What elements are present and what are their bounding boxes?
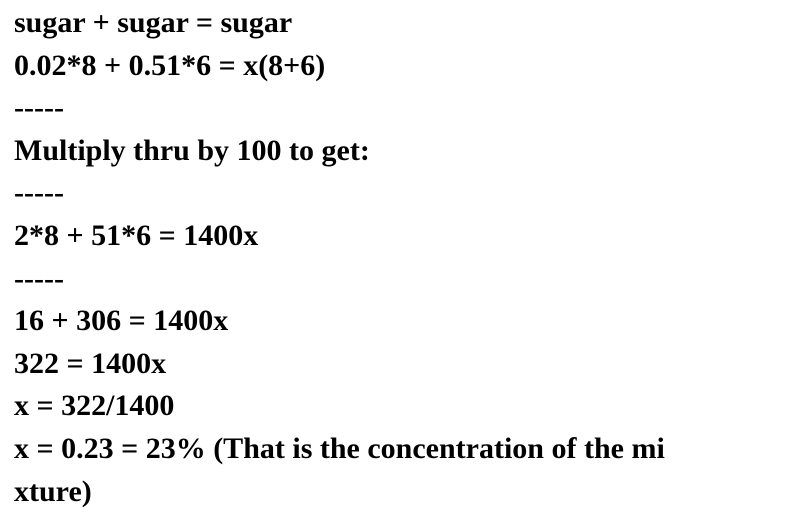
line-result-a: x = 0.23 = 23% (That is the concentratio… <box>14 428 786 471</box>
line-result-b: xture) <box>14 471 786 514</box>
divider-2: ----- <box>14 172 786 215</box>
line-simplified: 322 = 1400x <box>14 343 786 386</box>
line-sum: 16 + 306 = 1400x <box>14 300 786 343</box>
math-solution-text: sugar + sugar = sugar 0.02*8 + 0.51*6 = … <box>0 0 800 523</box>
divider-1: ----- <box>14 87 786 130</box>
line-multiplied: 2*8 + 51*6 = 1400x <box>14 215 786 258</box>
line-instruction: Multiply thru by 100 to get: <box>14 130 786 173</box>
divider-3: ----- <box>14 258 786 301</box>
line-equation-values: 0.02*8 + 0.51*6 = x(8+6) <box>14 45 786 88</box>
line-equation-setup: sugar + sugar = sugar <box>14 2 786 45</box>
line-solve-x: x = 322/1400 <box>14 385 786 428</box>
